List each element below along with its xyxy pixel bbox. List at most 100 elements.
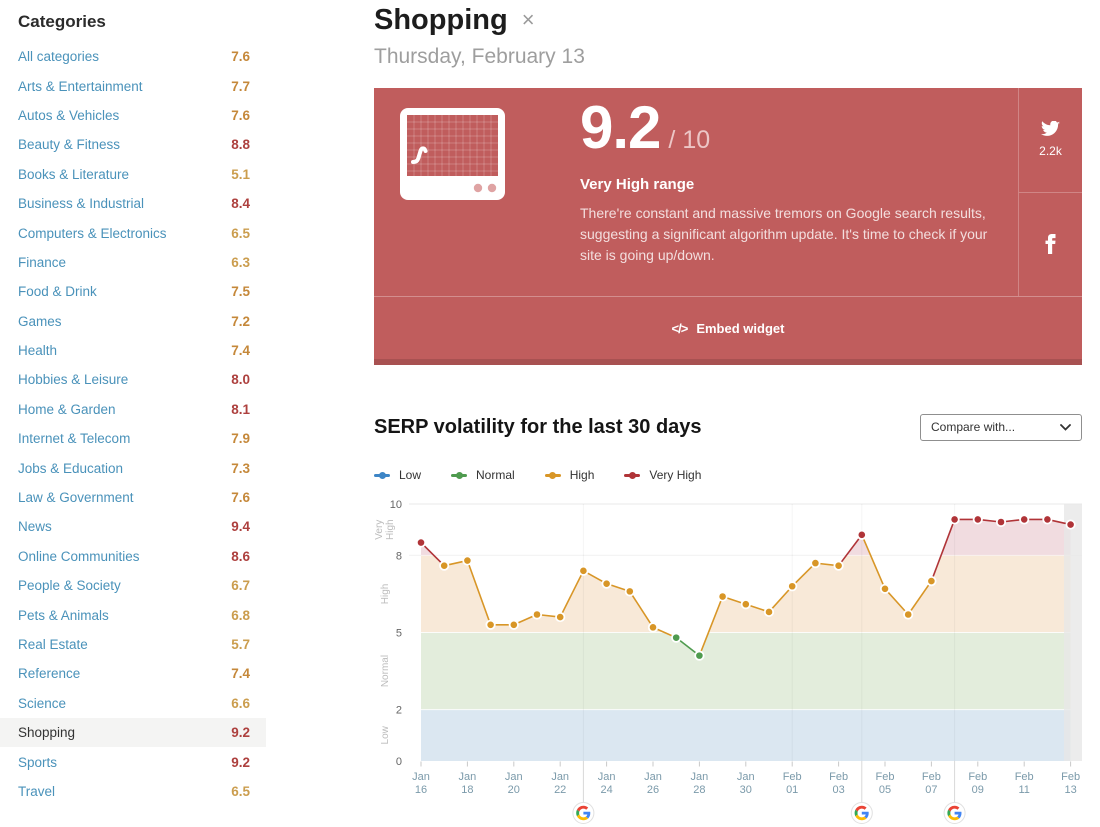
- svg-text:13: 13: [1064, 784, 1076, 796]
- page-date: Thursday, February 13: [374, 45, 585, 68]
- chart-title: SERP volatility for the last 30 days: [374, 415, 702, 438]
- svg-text:Jan: Jan: [412, 771, 430, 783]
- svg-text:Low: Low: [380, 725, 391, 744]
- category-row[interactable]: Finance 6.3: [0, 248, 266, 277]
- google-update-icon[interactable]: [943, 802, 966, 824]
- category-score: 6.3: [231, 254, 250, 270]
- facebook-icon: [1045, 234, 1056, 255]
- category-label: Autos & Vehicles: [18, 107, 120, 123]
- category-score: 8.1: [231, 401, 250, 417]
- category-row[interactable]: Jobs & Education 7.3: [0, 453, 266, 482]
- legend-item-low[interactable]: Low: [374, 468, 421, 482]
- category-score: 6.5: [231, 225, 250, 241]
- category-row[interactable]: Online Communities 8.6: [0, 542, 266, 571]
- category-label: Travel: [18, 783, 56, 799]
- svg-text:Jan: Jan: [598, 771, 616, 783]
- category-score: 7.6: [231, 49, 250, 65]
- category-row[interactable]: Beauty & Fitness 8.8: [0, 130, 266, 159]
- svg-text:Jan: Jan: [551, 771, 569, 783]
- category-row[interactable]: Health 7.4: [0, 336, 266, 365]
- google-update-icon[interactable]: [572, 802, 595, 824]
- category-row[interactable]: Law & Government 7.6: [0, 483, 266, 512]
- category-label: Reference: [18, 666, 81, 682]
- category-score: 7.7: [231, 78, 250, 94]
- svg-text:Jan: Jan: [505, 771, 523, 783]
- category-label: Sports: [18, 754, 58, 770]
- category-label: Beauty & Fitness: [18, 137, 121, 153]
- category-row[interactable]: Games 7.2: [0, 307, 266, 336]
- legend-item-normal[interactable]: Normal: [451, 468, 515, 482]
- category-row[interactable]: Arts & Entertainment 7.7: [0, 71, 266, 100]
- category-row[interactable]: Sports 9.2: [0, 747, 266, 776]
- facebook-share-button[interactable]: [1019, 191, 1082, 297]
- categories-sidebar: Categories All categories 7.6 Arts & Enter…: [0, 0, 266, 806]
- category-row[interactable]: People & Society 6.7: [0, 571, 266, 600]
- legend-item-high[interactable]: High: [544, 468, 595, 482]
- category-label: Science: [18, 695, 67, 711]
- svg-text:Feb: Feb: [1061, 771, 1080, 783]
- category-row[interactable]: Real Estate 5.7: [0, 630, 266, 659]
- twitter-share-button[interactable]: 2.2k: [1019, 88, 1082, 192]
- category-label: Food & Drink: [18, 284, 97, 300]
- category-row[interactable]: Books & Literature 5.1: [0, 160, 266, 189]
- svg-text:22: 22: [554, 784, 566, 796]
- range-description: There're constant and massive tremors on…: [580, 205, 988, 263]
- category-row[interactable]: All categories 7.6: [0, 42, 266, 71]
- category-row[interactable]: Food & Drink 7.5: [0, 277, 266, 306]
- chart-header-row: SERP volatility for the last 30 days Com…: [374, 412, 1082, 442]
- svg-text:Feb: Feb: [829, 771, 848, 783]
- svg-text:05: 05: [879, 784, 891, 796]
- legend-label: Low: [399, 468, 422, 482]
- category-row[interactable]: Internet & Telecom 7.9: [0, 424, 266, 453]
- category-label: All categories: [18, 49, 100, 65]
- compare-with-label: Compare with...: [931, 420, 1016, 434]
- category-label: Shopping: [18, 725, 76, 741]
- category-row[interactable]: Home & Garden 8.1: [0, 395, 266, 424]
- category-row[interactable]: Reference 7.4: [0, 659, 266, 688]
- twitter-icon: [1041, 121, 1060, 137]
- category-row[interactable]: Pets & Animals 6.8: [0, 600, 266, 629]
- twitter-share-count: 2.2k: [1039, 144, 1062, 159]
- close-icon[interactable]: ×: [521, 7, 535, 32]
- legend-marker-icon: [451, 471, 468, 479]
- category-row[interactable]: Shopping 9.2: [0, 717, 266, 748]
- volatility-score-card: 9.2 / 10 Very High range There're consta…: [374, 88, 1082, 365]
- legend-label: High: [569, 468, 595, 482]
- category-score: 5.7: [231, 637, 250, 652]
- svg-text:Normal: Normal: [380, 655, 391, 687]
- category-label: Jobs & Education: [18, 460, 124, 476]
- category-score: 7.4: [231, 666, 250, 682]
- svg-text:Jan: Jan: [644, 771, 662, 783]
- svg-text:High: High: [385, 519, 396, 540]
- category-score: 8.8: [231, 137, 250, 153]
- code-icon: </>: [671, 320, 689, 336]
- category-label: Hobbies & Leisure: [18, 372, 129, 388]
- category-label: Real Estate: [18, 637, 88, 652]
- category-row[interactable]: News 9.4: [0, 512, 266, 541]
- embed-widget-label: Embed widget: [696, 320, 785, 336]
- category-label: Books & Literature: [18, 166, 130, 182]
- svg-text:8: 8: [396, 550, 402, 562]
- legend-label: Normal: [476, 468, 515, 482]
- category-row[interactable]: Computers & Electronics 6.5: [0, 218, 266, 247]
- category-row[interactable]: Science 6.6: [0, 689, 266, 718]
- category-score: 7.2: [231, 313, 250, 329]
- legend-item-very-high[interactable]: Very High: [624, 468, 701, 482]
- google-update-icon[interactable]: [850, 802, 873, 824]
- category-score: 7.3: [231, 460, 250, 476]
- category-label: Home & Garden: [18, 401, 116, 417]
- svg-text:Jan: Jan: [459, 771, 477, 783]
- title-row: Shopping ×: [374, 0, 1082, 38]
- category-score: 6.8: [231, 607, 250, 623]
- compare-with-dropdown[interactable]: Compare with...: [920, 413, 1082, 441]
- category-score: 7.4: [231, 343, 250, 359]
- category-row[interactable]: Travel 6.5: [0, 777, 266, 806]
- category-row[interactable]: Hobbies & Leisure 8.0: [0, 365, 266, 394]
- category-row[interactable]: Autos & Vehicles 7.6: [0, 101, 266, 130]
- category-score: 9.2: [231, 725, 250, 741]
- embed-widget-button[interactable]: </> Embed widget: [374, 296, 1082, 359]
- category-label: Health: [18, 343, 58, 359]
- category-row[interactable]: Business & Industrial 8.4: [0, 189, 266, 218]
- svg-text:Feb: Feb: [783, 771, 802, 783]
